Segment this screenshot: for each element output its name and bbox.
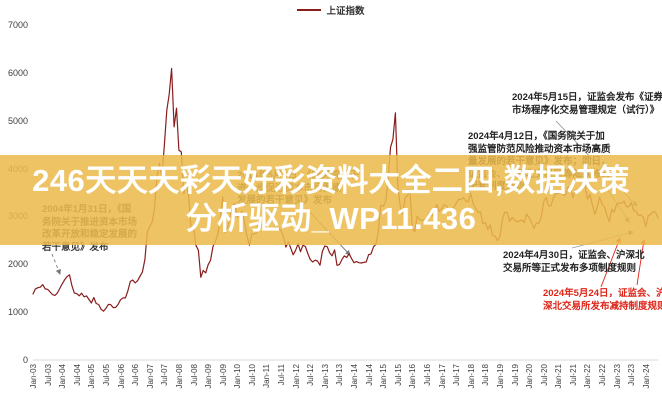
x-tick-label: Jul-05 bbox=[101, 364, 111, 386]
annotation-text-line: 若干意见》发布 bbox=[42, 241, 109, 253]
x-tick-label: Jan-10 bbox=[233, 364, 243, 389]
x-tick-label: Jan-16 bbox=[408, 364, 418, 389]
annotation-text-line: 交易所等正式发布多项制度规则 bbox=[503, 262, 637, 274]
x-tick-label: Jul-06 bbox=[131, 364, 141, 386]
x-tick-label: Jul-11 bbox=[277, 364, 287, 386]
x-tick-label: Jan-14 bbox=[350, 364, 359, 389]
annotation-text-line: 市场程序化交易管理规定（试行）》 bbox=[512, 104, 660, 116]
x-tick-label: Jul-14 bbox=[364, 364, 374, 386]
x-tick-label: Jan-23 bbox=[612, 364, 622, 389]
annotation-a20240515: 2024年5月15日，证监会发布《证券 市场程序化交易管理规定（试行）》 bbox=[512, 92, 662, 117]
x-tick-label: Jul-18 bbox=[481, 364, 491, 386]
annotation-text-line: 强监管防范风险推动资本市场高质 bbox=[468, 143, 611, 155]
x-tick-label: Jul-10 bbox=[247, 364, 257, 386]
y-tick-label: 5000 bbox=[7, 115, 28, 126]
x-tick-label: Jan-21 bbox=[554, 364, 564, 389]
x-tick-label: Jul-07 bbox=[160, 364, 170, 386]
x-tick-label: Jan-03 bbox=[29, 364, 38, 389]
annotation-text-line: 2024年4月12日，《国务院关于加 bbox=[468, 131, 605, 142]
x-tick-label: Jan-17 bbox=[437, 364, 447, 389]
leader-line bbox=[600, 237, 621, 288]
legend-line-swatch bbox=[297, 9, 322, 11]
annotation-text-line: 2024年5月15日，证监会发布《证券 bbox=[512, 92, 662, 103]
x-tick-label: Jan-22 bbox=[583, 364, 593, 389]
y-tick-label: 7000 bbox=[7, 20, 28, 30]
watermark-text-line1: 246天天天彩天好彩资料大全二四,数据决策 bbox=[32, 163, 630, 198]
x-tick-label: Jan-08 bbox=[174, 364, 184, 389]
x-tick-label: Jul-04 bbox=[72, 364, 82, 386]
x-tick-label: Jan-24 bbox=[641, 364, 651, 389]
x-tick-label: Jul-13 bbox=[335, 364, 345, 386]
x-tick-label: Jul-12 bbox=[306, 364, 316, 386]
x-tick-label: Jul-17 bbox=[452, 364, 462, 386]
x-tick-label: Jul-16 bbox=[422, 364, 432, 386]
annotation-text-line: 深北交易所发布减持制度规则 bbox=[543, 300, 662, 312]
x-tick-label: Jan-13 bbox=[320, 364, 330, 389]
watermark-text-line2: 分析驱动_WP11.436 bbox=[185, 201, 477, 236]
x-tick-label: Jan-15 bbox=[379, 364, 389, 389]
x-tick-label: Jul-21 bbox=[568, 364, 578, 386]
x-tick-label: Jan-12 bbox=[291, 364, 301, 389]
x-tick-label: Jan-19 bbox=[495, 364, 505, 389]
legend: 上证指数 bbox=[0, 3, 662, 17]
annotation-a20240430: 2024年4月30日，证监会、沪深北 交易所等正式发布多项制度规则 bbox=[503, 250, 645, 275]
y-tick-label: 2000 bbox=[7, 259, 28, 270]
legend-label: 上证指数 bbox=[326, 6, 365, 17]
watermark-band: 246天天天彩天好彩资料大全二四,数据决策 分析驱动_WP11.436 bbox=[0, 155, 662, 245]
y-tick-label: 0 bbox=[22, 355, 28, 365]
x-tick-label: Jan-04 bbox=[58, 364, 68, 389]
x-tick-label: Jul-03 bbox=[43, 364, 53, 386]
x-tick-label: Jan-06 bbox=[116, 364, 126, 389]
leader-line bbox=[51, 253, 61, 275]
y-tick-label: 6000 bbox=[7, 67, 28, 78]
x-tick-label: Jul-08 bbox=[189, 364, 199, 386]
x-tick-label: Jul-15 bbox=[393, 364, 403, 386]
x-tick-label: Jul-20 bbox=[539, 364, 549, 386]
x-tick-label: Jul-23 bbox=[627, 364, 637, 386]
x-tick-label: Jan-05 bbox=[87, 364, 97, 389]
leader-line bbox=[636, 239, 646, 286]
x-tick-label: Jan-11 bbox=[262, 364, 272, 388]
x-tick-label: Jan-07 bbox=[145, 364, 155, 389]
x-tick-label: Jul-09 bbox=[218, 364, 228, 386]
annotation-a20240524: 2024年5月24日，证监会、沪 深北交易所发布减持制度规则 bbox=[543, 288, 662, 313]
x-tick-label: Jan-20 bbox=[525, 364, 535, 389]
x-tick-label: Jan-09 bbox=[204, 364, 214, 389]
annotation-text-line: 2024年5月24日，证监会、沪 bbox=[543, 288, 662, 299]
x-tick-label: Jan-18 bbox=[466, 364, 476, 389]
y-tick-label: 1000 bbox=[7, 307, 28, 318]
x-tick-label: Jul-19 bbox=[510, 364, 520, 386]
x-tick-label: Jul-22 bbox=[598, 364, 608, 386]
annotation-text-line: 2024年4月30日，证监会、沪深北 bbox=[503, 250, 645, 261]
